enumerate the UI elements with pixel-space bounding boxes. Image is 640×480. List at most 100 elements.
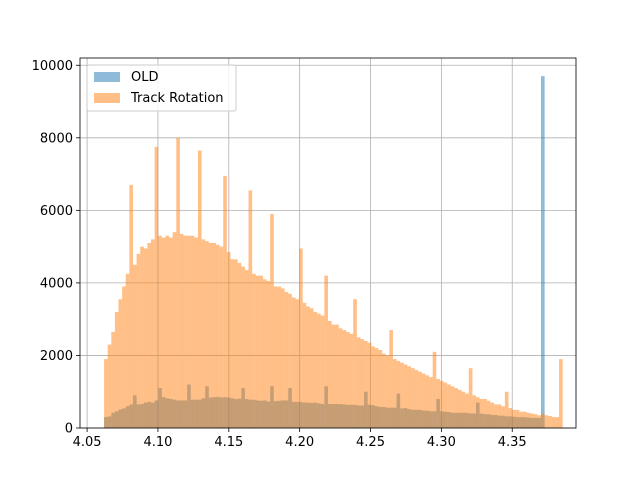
histogram-bar: [306, 306, 310, 428]
histogram-bar: [295, 299, 300, 428]
y-tick-label: 8000: [40, 131, 73, 146]
histogram-bar: [479, 398, 484, 428]
histogram-bar: [281, 288, 285, 428]
histogram-bar: [356, 337, 361, 428]
histogram-bar: [338, 328, 343, 428]
histogram-bar: [320, 315, 325, 428]
histogram-bar: [439, 380, 444, 428]
histogram-bar: [125, 273, 130, 428]
histogram-bar: [378, 350, 383, 428]
histogram-bar: [371, 346, 375, 428]
x-tick-label: 4.15: [214, 435, 243, 450]
histogram-bar: [472, 395, 477, 428]
histogram-bar: [349, 333, 354, 428]
histogram-bar: [205, 241, 209, 428]
histogram-bar: [541, 76, 545, 428]
histogram-bar: [270, 213, 274, 428]
histogram-bar: [551, 417, 556, 428]
histogram-bar: [353, 299, 357, 428]
y-tick-label: 4000: [40, 276, 73, 291]
histogram-bar: [497, 404, 502, 428]
histogram-bar: [465, 393, 469, 428]
histogram-bar: [476, 397, 480, 428]
histogram-bar: [483, 398, 487, 428]
histogram-bar: [151, 239, 155, 428]
histogram-bar: [421, 373, 426, 428]
histogram-bar: [248, 190, 253, 428]
histogram-bar: [331, 324, 336, 428]
histogram-bar: [317, 313, 321, 428]
x-tick-label: 4.10: [143, 435, 172, 450]
histogram-bar: [382, 353, 386, 428]
histogram-bar: [165, 235, 170, 428]
histogram-bars: [104, 76, 563, 428]
histogram-bar: [490, 402, 495, 428]
legend-swatch-track-rotation: [94, 93, 120, 103]
histogram-bar: [392, 359, 397, 428]
histogram-bar: [284, 291, 289, 428]
histogram-bar: [327, 320, 332, 428]
histogram-bar: [457, 389, 462, 428]
histogram-bar: [548, 416, 552, 428]
histogram-bar: [244, 270, 249, 428]
histogram-bar: [309, 308, 314, 428]
histogram-bar: [533, 414, 538, 428]
histogram-bar: [183, 235, 188, 428]
histogram-bar: [169, 237, 173, 428]
histogram-bar: [234, 259, 238, 428]
histogram-bar: [143, 248, 148, 428]
histogram-bar: [443, 382, 448, 428]
y-tick-label: 10000: [32, 59, 73, 74]
histogram-bar: [291, 297, 296, 428]
histogram-bar: [374, 348, 379, 428]
histogram-bar: [190, 235, 195, 428]
histogram-bar: [537, 415, 542, 428]
histogram-bar: [429, 377, 433, 428]
x-tick-label: 4.25: [356, 435, 385, 450]
histogram-bar: [522, 411, 527, 428]
histogram-bar: [364, 340, 368, 428]
x-tick-label: 4.05: [73, 435, 102, 450]
histogram-bar: [559, 359, 563, 428]
legend-box: [86, 64, 237, 112]
histogram-bar: [541, 413, 545, 428]
histogram-bar: [360, 339, 365, 428]
axis-ticks: 4.05 4.10 4.15 4.20 4.25 4.30 4.35 0 2000 4000 600…: [32, 59, 527, 450]
histogram-bar: [241, 266, 245, 428]
histogram-bar: [299, 248, 303, 428]
histogram-bar: [266, 281, 271, 428]
histogram-bar: [129, 184, 133, 428]
plot-frame: [79, 57, 577, 429]
histogram-bar: [486, 400, 491, 428]
histogram-bar: [122, 286, 126, 428]
histogram-bar: [147, 243, 152, 428]
histogram-bar: [555, 417, 560, 428]
histogram-bar: [194, 237, 198, 428]
histogram-bar: [176, 137, 180, 428]
histogram-bar: [212, 243, 217, 428]
histogram-bar: [313, 311, 318, 428]
histogram-bar: [519, 411, 523, 428]
x-tick-label: 4.20: [285, 435, 314, 450]
histogram-bar: [367, 342, 372, 428]
histogram-bar: [530, 413, 534, 428]
histogram-bar: [447, 384, 451, 428]
legend-label-track-rotation: Track Rotation: [130, 91, 224, 106]
histogram-bar: [132, 264, 137, 428]
histogram-bar: [389, 330, 393, 428]
histogram-bar: [396, 360, 401, 428]
histogram-bar: [501, 406, 505, 428]
histogram-bar: [114, 311, 119, 428]
histogram-bar: [118, 299, 123, 428]
histogram-bar: [494, 404, 498, 428]
histogram-bar: [136, 253, 141, 428]
histogram-bar: [512, 409, 516, 428]
histogram-bar: [526, 412, 531, 428]
histogram-bar: [407, 366, 412, 428]
histogram-bar: [342, 330, 347, 428]
histogram-bar: [411, 368, 415, 428]
histogram-bar: [107, 344, 112, 428]
legend: OLD Track Rotation: [86, 64, 237, 112]
histogram-bar: [140, 246, 144, 428]
histogram-bar: [187, 235, 191, 428]
